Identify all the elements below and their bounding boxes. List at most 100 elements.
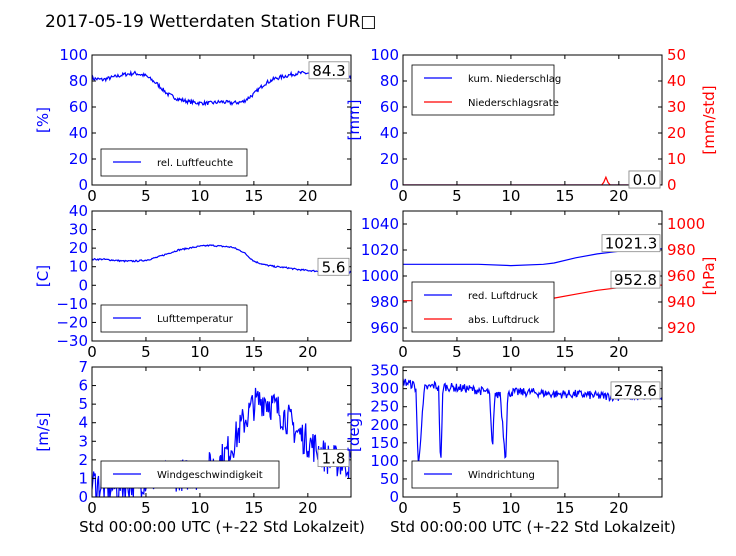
series-line-humidity-0 [92,69,351,107]
x-tick-label: 15 [244,187,263,205]
y-tick-label: 0 [78,176,88,194]
x-tick-label: 20 [609,187,628,205]
legend-label: Windgeschwindigkeit [157,470,263,481]
y-tick-label: 6 [78,377,88,395]
y-tick-label: 2 [78,451,88,469]
x-tick-label: 20 [298,499,317,517]
y-tick-label: 3 [78,432,88,450]
y-tick-label-right: 40 [667,72,686,90]
y-tick-label: 960 [370,319,399,337]
y-tick-label: 350 [370,362,399,380]
y-tick-label: 0 [78,276,88,294]
y-tick-label-right: 30 [667,98,686,116]
x-tick-label: 5 [452,187,462,205]
x-tick-label: 0 [398,343,408,361]
y-tick-label: 1020 [361,241,399,259]
plot-frame [91,366,352,498]
y-tick-label: −10 [56,295,88,313]
chart-title: 2017-05-19 Wetterdaten Station FUR□ [45,12,376,32]
y-tick-label: 50 [380,470,399,488]
x-tick-label: 15 [555,499,574,517]
current-value-label-right: 0.0 [633,171,657,189]
current-value-label-right: 952.8 [614,271,657,289]
legend-label: red. Luftdruck [468,291,538,302]
y-tick-label: 100 [370,452,399,470]
y-tick-label: 60 [69,98,88,116]
panel-wind_speed: 0 5 10 15 2001234567[m/s]1.8Windgeschwindigk… [34,358,352,517]
y-tick-label: 40 [69,124,88,142]
x-tick-label: 5 [141,499,151,517]
y-tick-label: 0 [78,488,88,506]
x-tick-label: 0 [87,343,97,361]
y-tick-label-right: 50 [667,46,686,64]
y-tick-label-right: 980 [667,241,696,259]
y-tick-label: 100 [370,46,399,64]
panel-wind_direction: 0 5 10 15 20050100150200250300350[deg]278.6W… [345,362,663,517]
y-tick-label: 80 [69,72,88,90]
x-axis-label-right: Std 00:00:00 UTC (+-22 Std Lokalzeit) [390,518,676,536]
current-value-label-box [308,61,350,80]
legend-label: kum. Niederschlag [468,74,561,85]
x-tick-label: 10 [501,499,520,517]
x-tick-label: 5 [452,499,462,517]
x-tick-label: 10 [190,343,209,361]
panel-pressure: 0 5 10 15 20 960 980 1000 1020 1040 920 940 960 980 10… [361,210,718,361]
y-tick-label: 40 [69,202,88,220]
x-tick-label: 15 [244,499,263,517]
legend-label: Niederschlagsrate [468,98,559,109]
x-tick-label: 10 [501,343,520,361]
y-axis-label-right: [mm/std] [700,85,718,154]
y-tick-label: 30 [69,221,88,239]
current-value-label-right-box [610,270,661,289]
plot-area [92,69,351,107]
current-value-label: 84.3 [312,62,345,80]
y-tick-label: −20 [56,313,88,331]
y-tick-label: 20 [380,150,399,168]
plot-area [403,175,662,185]
y-tick-label: 40 [380,124,399,142]
y-tick-label-right: 1000 [667,215,705,233]
y-tick-label: 80 [380,72,399,90]
legend-label: rel. Luftfeuchte [157,158,233,169]
legend-box [411,281,555,333]
x-tick-label: 0 [398,187,408,205]
y-tick-label: 10 [69,258,88,276]
y-tick-label: 1040 [361,215,399,233]
plot-frame [402,54,663,186]
x-tick-label: 5 [141,343,151,361]
x-tick-label: 5 [452,343,462,361]
current-value-label: 1.8 [322,450,346,468]
y-axis-label: [m/s] [34,412,52,451]
x-tick-label: 15 [555,187,574,205]
y-axis-label-right: [hPa] [700,257,718,296]
plot-frame [402,366,663,498]
current-value-label: 5.6 [322,258,346,276]
x-tick-label: 10 [501,187,520,205]
y-tick-label: 1 [78,469,88,487]
x-tick-label: 10 [190,499,209,517]
plot-frame [91,210,352,342]
x-tick-label: 0 [87,187,97,205]
y-tick-label: 200 [370,416,399,434]
current-value-label: 278.6 [614,382,657,400]
plot-frame [91,54,352,186]
legend-label: abs. Luftdruck [468,315,539,326]
y-tick-label-right: 10 [667,150,686,168]
y-tick-label-right: 940 [667,293,696,311]
y-tick-label: 150 [370,434,399,452]
current-value-label-right-box [628,170,661,189]
y-tick-label-right: 960 [667,267,696,285]
legend-box [100,148,248,177]
plot-area [92,244,351,275]
y-tick-label: 980 [370,293,399,311]
y-tick-label: 0 [389,488,399,506]
current-value-label-box [610,381,661,400]
current-value-label-box [317,449,350,467]
current-value-label: 1021.3 [605,235,658,253]
y-tick-label: 1000 [361,267,399,285]
y-tick-label-right: 920 [667,319,696,337]
legend-box [411,64,555,116]
y-axis-label: [C] [34,265,52,287]
x-axis-label-left: Std 00:00:00 UTC (+-22 Std Lokalzeit) [79,518,365,536]
